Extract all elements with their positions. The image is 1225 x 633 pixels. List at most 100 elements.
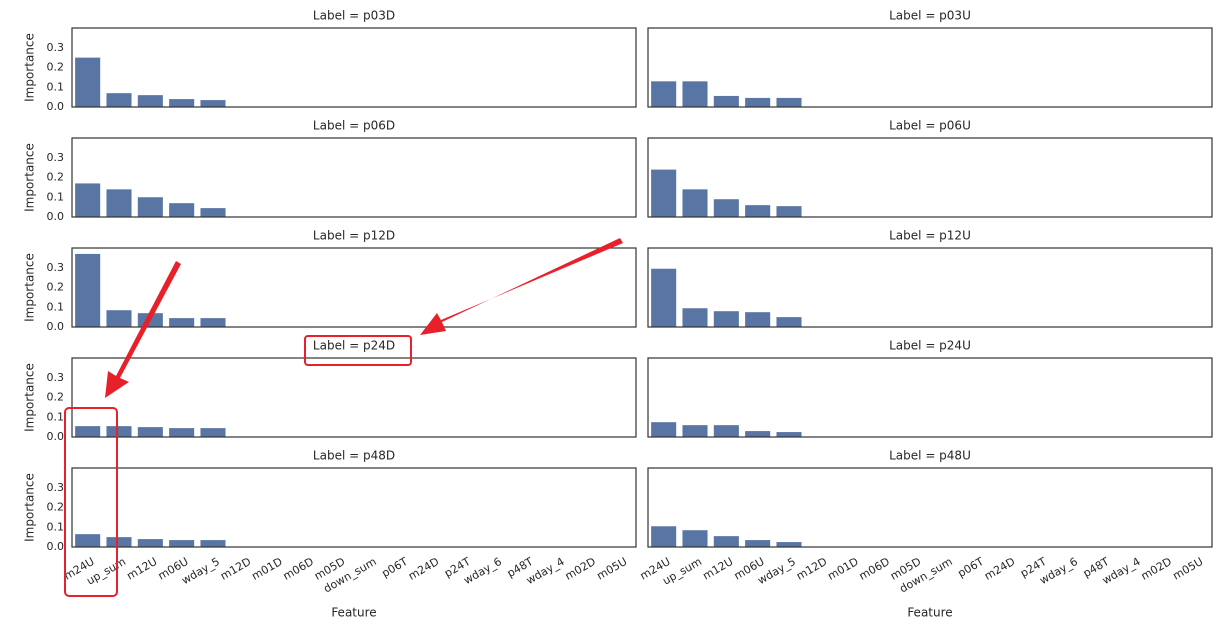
bar	[745, 431, 771, 437]
panel-title: Label = p03D	[313, 9, 395, 23]
y-tick-label: 0.2	[47, 391, 65, 404]
bar	[682, 189, 708, 217]
y-axis-label: Importance	[23, 143, 37, 212]
arrow	[105, 261, 181, 398]
arrow	[420, 238, 623, 335]
bar	[713, 536, 739, 547]
panel-title: Label = p48U	[889, 449, 971, 463]
bar	[745, 312, 771, 327]
x-tick-label: m05U	[1170, 555, 1205, 583]
y-tick-label: 0.1	[47, 300, 65, 313]
y-tick-label: 0.2	[47, 61, 65, 74]
y-tick-label: 0.0	[47, 100, 65, 113]
x-tick-label: m12D	[794, 555, 829, 583]
y-tick-label: 0.3	[47, 261, 65, 274]
x-axis-label: Feature	[331, 606, 376, 620]
y-tick-label: 0.0	[47, 210, 65, 223]
bar	[745, 540, 771, 547]
y-axis-label: Importance	[23, 33, 37, 102]
x-tick-label: m06D	[281, 555, 316, 583]
bar	[713, 311, 739, 327]
x-tick-label: m01D	[249, 555, 284, 583]
bar	[137, 539, 163, 547]
plot-frame	[647, 357, 1213, 438]
bar	[713, 199, 739, 217]
bar	[651, 169, 677, 217]
bar	[200, 428, 226, 437]
plot-frame	[71, 137, 637, 218]
x-tick-label: m02D	[1139, 555, 1174, 583]
x-tick-label: p06T	[380, 555, 411, 580]
bar	[200, 540, 226, 547]
bar	[106, 310, 132, 327]
bar	[682, 308, 708, 327]
bar	[169, 540, 195, 547]
bar	[745, 205, 771, 217]
y-tick-label: 0.1	[47, 80, 65, 93]
y-tick-label: 0.1	[47, 520, 65, 533]
y-tick-label: 0.0	[47, 320, 65, 333]
x-tick-label: m12U	[124, 555, 159, 583]
x-tick-label: m01D	[825, 555, 860, 583]
y-tick-label: 0.3	[47, 151, 65, 164]
plot-frame	[647, 27, 1213, 108]
x-tick-label: p06T	[956, 555, 987, 580]
bar	[75, 534, 101, 547]
y-tick-label: 0.2	[47, 171, 65, 184]
plot-frame	[71, 247, 637, 328]
y-tick-label: 0.3	[47, 371, 65, 384]
bar	[75, 253, 101, 327]
bar	[200, 100, 226, 107]
panel-title: Label = p24D	[313, 339, 395, 353]
bar	[776, 97, 802, 107]
plot-frame	[647, 137, 1213, 218]
bar	[776, 432, 802, 437]
bar	[106, 537, 132, 547]
bar	[169, 318, 195, 327]
y-tick-label: 0.1	[47, 190, 65, 203]
bar	[776, 206, 802, 217]
bar	[169, 203, 195, 217]
y-tick-label: 0.2	[47, 281, 65, 294]
bar	[745, 97, 771, 107]
y-tick-label: 0.0	[47, 430, 65, 443]
annotations	[64, 238, 623, 597]
bar	[75, 183, 101, 217]
plot-frame	[647, 247, 1213, 328]
panel-title: Label = p48D	[313, 449, 395, 463]
y-tick-label: 0.2	[47, 501, 65, 514]
bar	[776, 317, 802, 327]
y-axis-label: Importance	[23, 473, 37, 542]
bar	[106, 426, 132, 437]
bar	[682, 425, 708, 437]
bar	[106, 189, 132, 217]
bar	[200, 318, 226, 327]
bar	[137, 427, 163, 437]
bar	[713, 425, 739, 437]
bar	[651, 526, 677, 547]
bar	[682, 530, 708, 547]
bar	[651, 81, 677, 107]
panel-title: Label = p06D	[313, 119, 395, 133]
panel-title: Label = p24U	[889, 339, 971, 353]
bar	[200, 208, 226, 217]
x-tick-label: m24D	[982, 555, 1017, 583]
x-tick-label: m12U	[700, 555, 735, 583]
x-axis-label: Feature	[907, 606, 952, 620]
bar	[137, 197, 163, 217]
bar	[713, 95, 739, 107]
x-tick-label: m24D	[406, 555, 441, 583]
bar	[651, 422, 677, 437]
highlight-box	[64, 407, 118, 597]
bar	[682, 81, 708, 107]
plot-frame	[71, 357, 637, 438]
bar	[776, 542, 802, 547]
y-tick-label: 0.3	[47, 481, 65, 494]
x-tick-label: m05U	[594, 555, 629, 583]
bar	[169, 99, 195, 107]
y-tick-label: 0.1	[47, 410, 65, 423]
y-axis-label: Importance	[23, 253, 37, 322]
bar	[75, 426, 101, 437]
x-tick-label: m02D	[563, 555, 598, 583]
